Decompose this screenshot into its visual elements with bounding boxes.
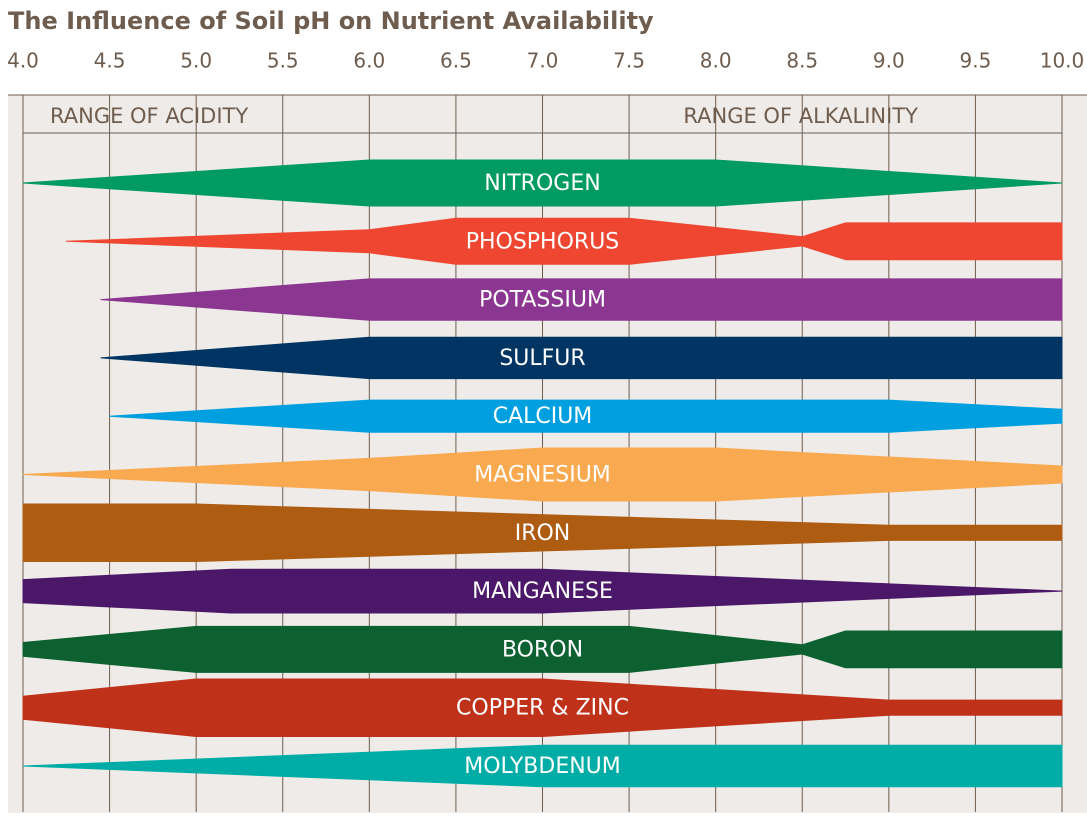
band-label: MAGNESIUM (474, 463, 611, 488)
band-label: PHOSPHORUS (466, 229, 620, 254)
x-tick-label: 5.5 (267, 49, 299, 73)
nutrient-band (100, 278, 1063, 321)
band-label: IRON (515, 521, 571, 546)
x-tick-label: 8.5 (786, 49, 818, 73)
x-tick-label: 6.5 (440, 49, 472, 73)
band-label: SULFUR (499, 346, 585, 371)
nutrient-band (22, 625, 1063, 673)
x-tick-label: 10.0 (1040, 49, 1085, 73)
band-label: NITROGEN (484, 171, 600, 196)
x-tick-label: 7.0 (527, 49, 559, 73)
band-label: CALCIUM (493, 404, 593, 429)
chart-title: The Influence of Soil pH on Nutrient Ava… (8, 7, 654, 35)
annotation: RANGE OF ALKALINITY (683, 104, 918, 128)
x-tick-label: 4.5 (94, 49, 126, 73)
band-label: BORON (502, 637, 583, 662)
x-tick-label: 4.0 (7, 49, 39, 73)
annotation: RANGE OF ACIDITY (50, 104, 248, 128)
nutrient-band (22, 447, 1063, 502)
band-label: COPPER & ZINC (456, 696, 629, 721)
nutrient-band (65, 217, 1063, 265)
nutrient-band (22, 744, 1063, 788)
nutrient-band (22, 568, 1063, 614)
nutrient-band (100, 336, 1063, 380)
x-tick-label: 6.0 (353, 49, 385, 73)
band-label: MANGANESE (472, 579, 613, 604)
x-tick-label: 5.0 (180, 49, 212, 73)
x-tick-label: 7.5 (613, 49, 645, 73)
nutrient-band (22, 503, 1063, 563)
nutrient-band (22, 678, 1063, 737)
x-tick-label: 9.0 (873, 49, 905, 73)
band-label: POTASSIUM (479, 288, 606, 313)
nutrient-band (22, 159, 1063, 207)
nutrient-band (109, 399, 1063, 433)
x-tick-label: 9.5 (960, 49, 992, 73)
band-label: MOLYBDENUM (464, 754, 621, 779)
x-tick-label: 8.0 (700, 49, 732, 73)
